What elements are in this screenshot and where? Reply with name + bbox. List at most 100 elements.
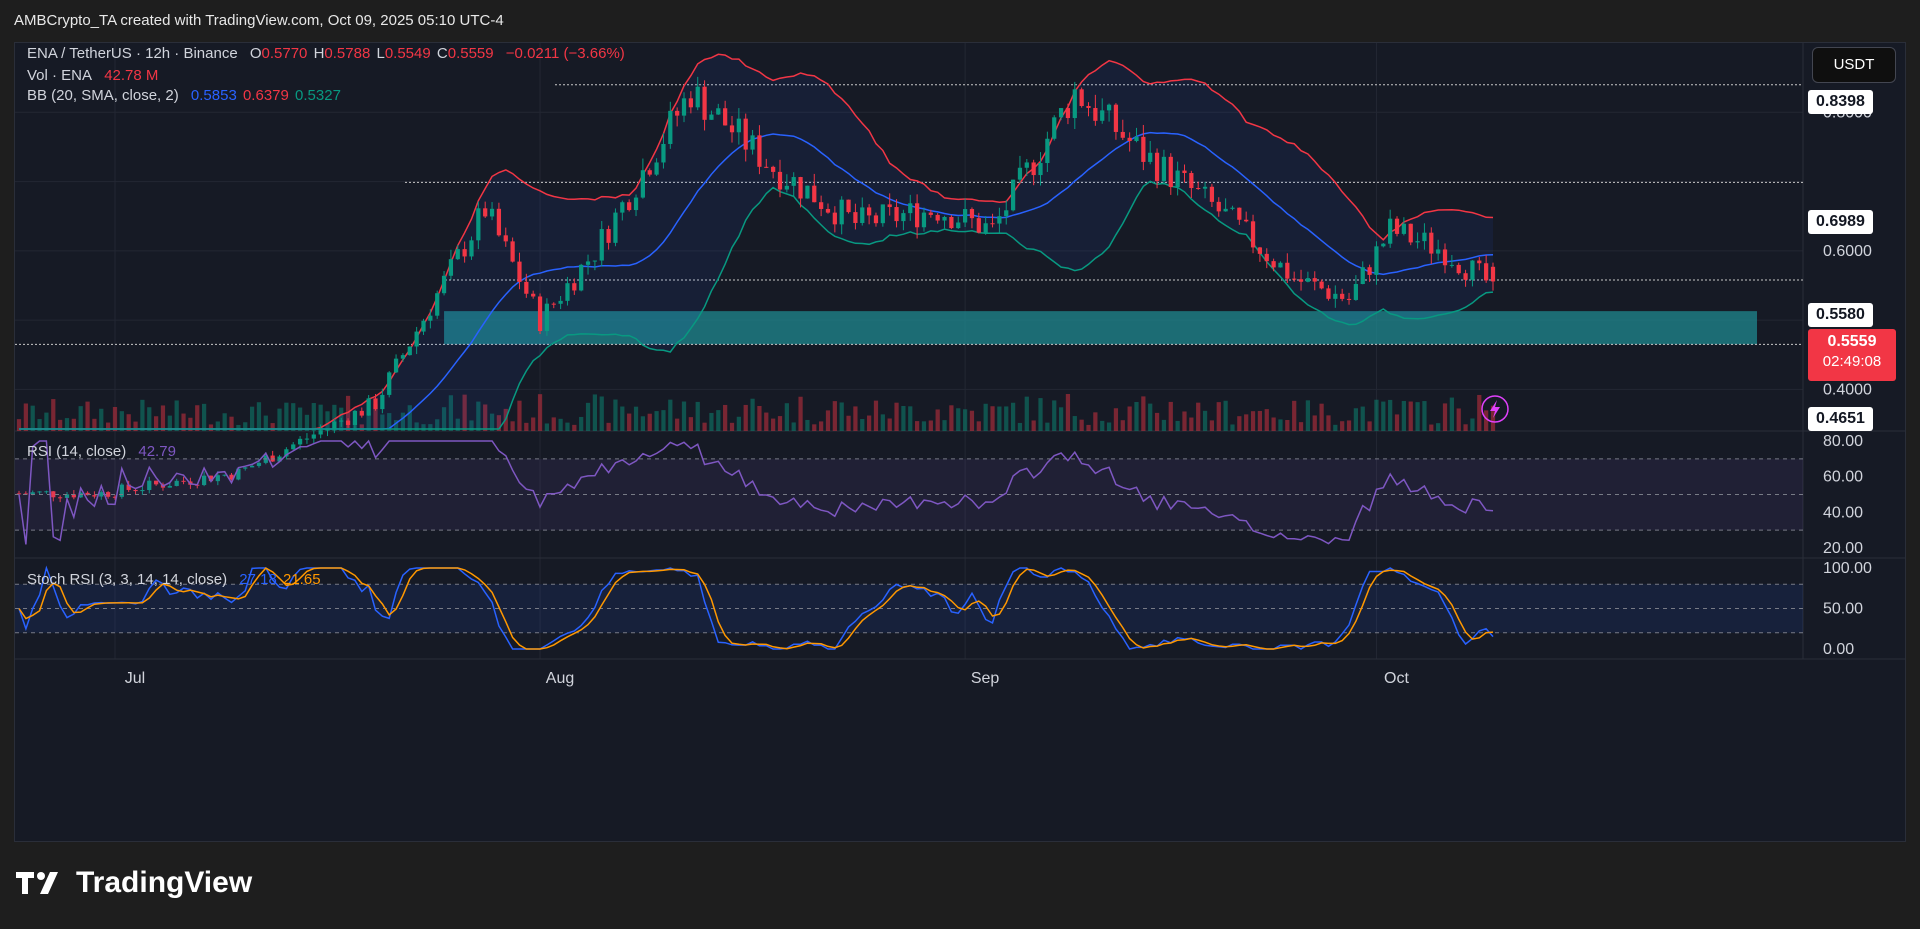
chart-panel[interactable]: 0.80000.60000.50000.400080.0060.0040.002… bbox=[14, 42, 1906, 842]
rsi-tick-label: 40.00 bbox=[1823, 504, 1863, 521]
candle-body bbox=[1017, 167, 1023, 180]
volume-bar bbox=[297, 407, 303, 431]
volume-bar bbox=[873, 400, 879, 431]
volume-bar bbox=[558, 418, 563, 431]
candle-body bbox=[373, 398, 378, 410]
candle-body bbox=[414, 331, 419, 347]
volume-bar bbox=[531, 417, 536, 431]
chart-canvas[interactable]: 0.80000.60000.50000.400080.0060.0040.002… bbox=[15, 43, 1905, 841]
candle-body bbox=[58, 497, 63, 499]
volume-bar bbox=[784, 403, 789, 431]
candle-body bbox=[352, 410, 358, 425]
rsi-label: RSI (14, close) bbox=[27, 443, 127, 460]
candle-body bbox=[784, 185, 789, 190]
candle-body bbox=[345, 420, 351, 425]
volume-bar bbox=[1463, 424, 1468, 431]
candle-body bbox=[1072, 89, 1077, 119]
candle-body bbox=[243, 467, 248, 469]
close-label: C bbox=[436, 45, 448, 62]
volume-bar bbox=[1154, 412, 1160, 431]
volume-bar bbox=[1333, 424, 1338, 431]
volume-bar bbox=[78, 406, 83, 431]
candle-body bbox=[757, 135, 762, 167]
candle-body bbox=[1148, 152, 1153, 162]
volume-bar bbox=[71, 418, 76, 431]
low-value: 0.5549 bbox=[384, 45, 431, 62]
volume-bar bbox=[723, 404, 728, 431]
volume-bar bbox=[256, 402, 262, 431]
candle-body bbox=[962, 209, 968, 223]
volume-bar bbox=[551, 417, 556, 431]
close-value: 0.5559 bbox=[447, 45, 494, 62]
rsi-tick-label: 80.00 bbox=[1823, 433, 1863, 450]
volume-bar bbox=[359, 424, 364, 431]
candle-body bbox=[956, 222, 961, 229]
volume-bar bbox=[1230, 424, 1235, 431]
price-tick-label: 0.6000 bbox=[1823, 243, 1872, 260]
rsi-legend: RSI (14, close) 42.79 bbox=[27, 443, 178, 460]
candle-body bbox=[1031, 162, 1036, 176]
candle-body bbox=[1182, 170, 1187, 174]
volume-bar bbox=[119, 411, 124, 431]
candle-body bbox=[37, 491, 42, 493]
volume-bar bbox=[1100, 420, 1105, 431]
candle-body bbox=[544, 303, 550, 332]
volume-bar bbox=[544, 423, 550, 431]
rsi-tick-label: 20.00 bbox=[1823, 540, 1863, 557]
candle-body bbox=[229, 474, 234, 480]
volume-bar bbox=[976, 421, 981, 431]
candle-body bbox=[236, 468, 241, 480]
volume-bar bbox=[771, 418, 776, 431]
volume-bar bbox=[1374, 399, 1379, 431]
candle-body bbox=[592, 260, 598, 262]
volume-bar bbox=[819, 421, 824, 431]
volume-bar bbox=[853, 406, 858, 431]
volume-bar bbox=[1360, 406, 1365, 431]
candle-body bbox=[462, 249, 467, 257]
candle-body bbox=[1477, 260, 1482, 264]
volume-bar bbox=[1470, 418, 1475, 431]
tradingview-logo[interactable]: TradingView bbox=[16, 866, 252, 900]
volume-bar bbox=[284, 402, 289, 431]
candle-body bbox=[997, 216, 1002, 224]
candle-body bbox=[880, 204, 885, 224]
volume-bar bbox=[537, 394, 543, 431]
candle-body bbox=[620, 202, 625, 213]
volume-bar bbox=[160, 405, 166, 431]
tradingview-logo-icon bbox=[16, 872, 58, 894]
candle-body bbox=[1141, 136, 1146, 162]
candle-body bbox=[167, 485, 172, 488]
volume-bar bbox=[263, 415, 268, 431]
volume-bar bbox=[229, 416, 234, 431]
candle-body bbox=[407, 346, 412, 356]
volume-bar bbox=[489, 413, 495, 431]
volume-bar bbox=[1202, 410, 1208, 431]
volume-bar bbox=[750, 398, 755, 431]
volume-bar bbox=[647, 413, 652, 431]
volume-bar bbox=[428, 424, 433, 431]
lightning-icon-circle bbox=[1481, 395, 1509, 423]
candle-body bbox=[846, 199, 851, 213]
volume-bar bbox=[613, 399, 618, 431]
volume-bar bbox=[997, 406, 1002, 431]
candle-body bbox=[1045, 138, 1050, 164]
stoch-tick-label: 100.00 bbox=[1823, 560, 1872, 577]
candle-body bbox=[421, 320, 426, 332]
volume-bar bbox=[393, 420, 399, 431]
volume-bar bbox=[1024, 396, 1029, 431]
price-tag-04651: 0.4651 bbox=[1808, 407, 1873, 431]
volume-bar bbox=[243, 422, 248, 431]
candle-body bbox=[201, 475, 207, 486]
candle-body bbox=[133, 489, 138, 492]
candle-body bbox=[1285, 262, 1290, 279]
candle-body bbox=[400, 355, 406, 359]
candle-body bbox=[469, 240, 474, 257]
volume-bar bbox=[1312, 415, 1317, 431]
currency-button[interactable]: USDT bbox=[1812, 47, 1896, 83]
volume-bar bbox=[407, 405, 412, 431]
volume-bar bbox=[688, 417, 693, 431]
volume-bar bbox=[832, 401, 837, 431]
volume-bar bbox=[1010, 402, 1016, 431]
candle-body bbox=[1346, 298, 1352, 300]
candle-body bbox=[112, 496, 118, 498]
